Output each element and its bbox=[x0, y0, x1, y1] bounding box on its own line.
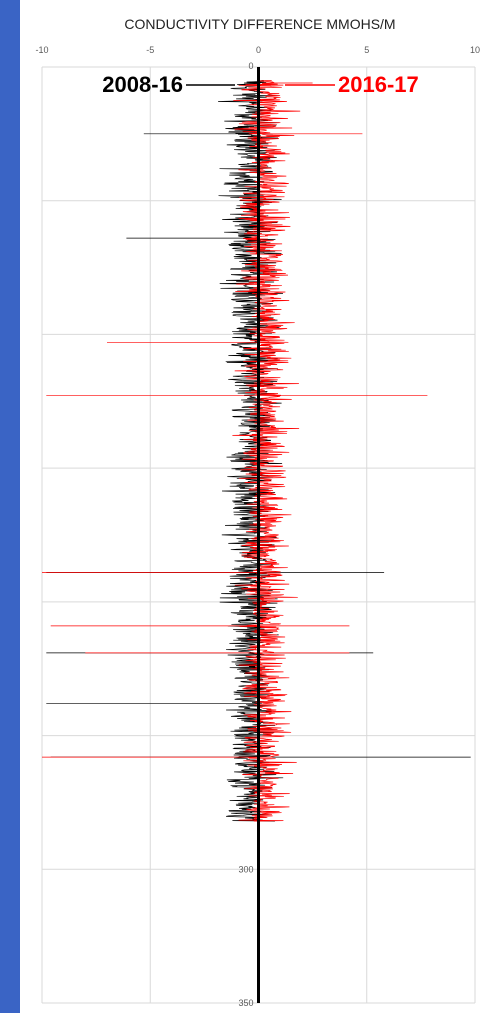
left-accent-bar bbox=[0, 0, 20, 1013]
x-tick-label: 0 bbox=[256, 45, 261, 55]
x-tick-label: -10 bbox=[35, 45, 48, 55]
legend: 2008-16 2016-17 bbox=[102, 72, 419, 97]
x-tick-label: 10 bbox=[470, 45, 480, 55]
series-traces bbox=[42, 80, 471, 822]
x-tick-labels: -10 -5 0 5 10 bbox=[35, 45, 480, 55]
y-tick-label: 300 bbox=[238, 864, 253, 874]
series-2016-17-trace bbox=[42, 80, 428, 822]
legend-series-2016-17: 2016-17 bbox=[338, 72, 419, 97]
chart-title: CONDUCTIVITY DIFFERENCE MMOHS/M bbox=[124, 16, 395, 32]
legend-series-2008-16: 2008-16 bbox=[102, 72, 183, 97]
y-tick-label: 0 bbox=[248, 61, 253, 71]
y-tick-label: 350 bbox=[238, 998, 253, 1008]
x-tick-label: -5 bbox=[146, 45, 154, 55]
x-tick-label: 5 bbox=[364, 45, 369, 55]
y-tick-labels: 0 300 350 bbox=[238, 61, 253, 1008]
